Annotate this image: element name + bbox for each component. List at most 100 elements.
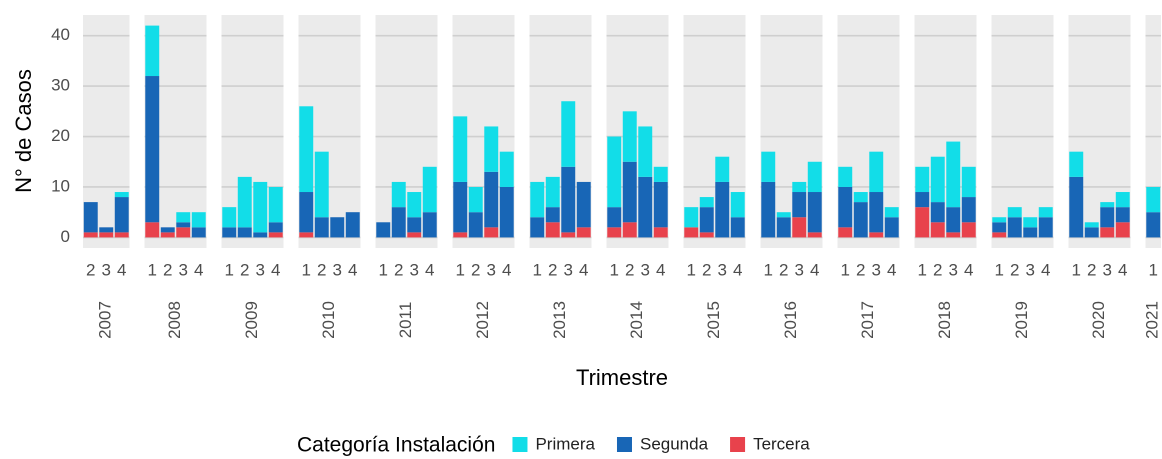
bar-segment xyxy=(561,101,576,167)
panel-label: 2011 xyxy=(396,302,415,339)
x-tick-label: 3 xyxy=(718,260,727,279)
bar-segment xyxy=(160,232,175,238)
bar-segment xyxy=(407,192,422,218)
bar-segment xyxy=(253,181,268,233)
bar-segment xyxy=(222,227,237,238)
x-tick-label: 4 xyxy=(117,260,126,279)
bar-segment xyxy=(1115,222,1130,238)
bar-segment xyxy=(114,197,129,233)
bar-segment xyxy=(253,232,268,238)
legend-swatch xyxy=(730,437,746,452)
x-tick-label: 3 xyxy=(564,260,573,279)
bar-segment xyxy=(391,207,406,238)
bar-segment xyxy=(869,232,884,238)
y-tick-label: 30 xyxy=(51,76,70,95)
bar-segment xyxy=(1146,212,1161,238)
x-tick-label: 1 xyxy=(148,260,157,279)
bar-segment xyxy=(699,197,714,208)
bar-segment xyxy=(114,232,129,238)
panel-label: 2018 xyxy=(935,301,954,339)
bar-segment xyxy=(191,212,206,228)
bar-segment xyxy=(576,181,591,228)
bar-segment xyxy=(484,126,499,172)
bar-segment xyxy=(869,192,884,233)
bar-segment xyxy=(530,181,545,218)
bar-segment xyxy=(1100,202,1115,208)
bar-segment xyxy=(176,212,191,223)
bar-segment xyxy=(453,116,468,182)
x-tick-label: 2 xyxy=(548,260,557,279)
x-tick-label: 4 xyxy=(1041,260,1050,279)
x-tick-label: 1 xyxy=(456,260,465,279)
x-tick-label: 4 xyxy=(502,260,511,279)
bar-segment xyxy=(484,171,499,228)
bar-segment xyxy=(499,151,514,187)
bar-segment xyxy=(237,227,252,238)
panel-label: 2017 xyxy=(858,301,877,339)
bar-segment xyxy=(99,232,114,238)
bar-segment xyxy=(99,227,114,233)
x-tick-label: 2 xyxy=(163,260,172,279)
bar-segment xyxy=(299,106,314,193)
x-tick-label: 2 xyxy=(471,260,480,279)
bar-segment xyxy=(838,227,853,238)
bar-segment xyxy=(884,217,899,238)
bar-segment xyxy=(807,161,822,193)
bar-segment xyxy=(884,207,899,218)
bar-segment xyxy=(407,232,422,238)
bar-segment xyxy=(576,227,591,238)
x-tick-label: 1 xyxy=(1072,260,1081,279)
bar-segment xyxy=(946,232,961,238)
bar-segment xyxy=(607,207,622,228)
x-tick-label: 2 xyxy=(317,260,326,279)
x-tick-label: 2 xyxy=(86,260,95,279)
panel-label: 2020 xyxy=(1089,301,1108,339)
bar-segment xyxy=(1007,207,1022,218)
panel-label: 2008 xyxy=(165,301,184,339)
bar-segment xyxy=(83,202,98,233)
bar-segment xyxy=(761,181,776,238)
bar-segment xyxy=(1023,227,1038,238)
bar-segment xyxy=(915,207,930,238)
bar-segment xyxy=(561,232,576,238)
bar-segment xyxy=(1038,217,1053,238)
bar-segment xyxy=(1069,151,1084,177)
bar-segment xyxy=(468,186,483,213)
legend-swatch xyxy=(512,437,528,452)
x-tick-label: 1 xyxy=(1149,260,1158,279)
bar-segment xyxy=(853,192,868,203)
bar-segment xyxy=(946,141,961,208)
bar-segment xyxy=(222,207,237,228)
bar-segment xyxy=(176,222,191,228)
x-tick-label: 1 xyxy=(302,260,311,279)
bar-segment xyxy=(1084,222,1099,228)
bar-segment xyxy=(869,151,884,193)
y-tick-label: 20 xyxy=(51,126,70,145)
x-tick-label: 1 xyxy=(918,260,927,279)
x-tick-label: 4 xyxy=(810,260,819,279)
x-tick-label: 4 xyxy=(887,260,896,279)
bar-segment xyxy=(1023,217,1038,228)
bar-segment xyxy=(191,227,206,238)
x-tick-label: 3 xyxy=(1103,260,1112,279)
bar-segment xyxy=(1100,227,1115,238)
bar-segment xyxy=(1100,207,1115,228)
bar-segment xyxy=(1084,227,1099,238)
panel-label: 2014 xyxy=(627,301,646,339)
x-tick-label: 4 xyxy=(194,260,203,279)
bar-segment xyxy=(730,217,745,238)
bar-segment xyxy=(699,232,714,238)
panel-label: 2012 xyxy=(473,301,492,339)
x-tick-label: 2 xyxy=(1087,260,1096,279)
panel-label: 2010 xyxy=(319,301,338,339)
bar-segment xyxy=(730,192,745,218)
bar-segment xyxy=(145,76,160,223)
x-tick-label: 4 xyxy=(271,260,280,279)
bar-segment xyxy=(545,222,560,238)
x-tick-label: 3 xyxy=(333,260,342,279)
bar-segment xyxy=(561,166,576,233)
y-tick-label: 10 xyxy=(51,176,70,195)
bar-segment xyxy=(915,166,930,193)
bar-segment xyxy=(83,232,98,238)
